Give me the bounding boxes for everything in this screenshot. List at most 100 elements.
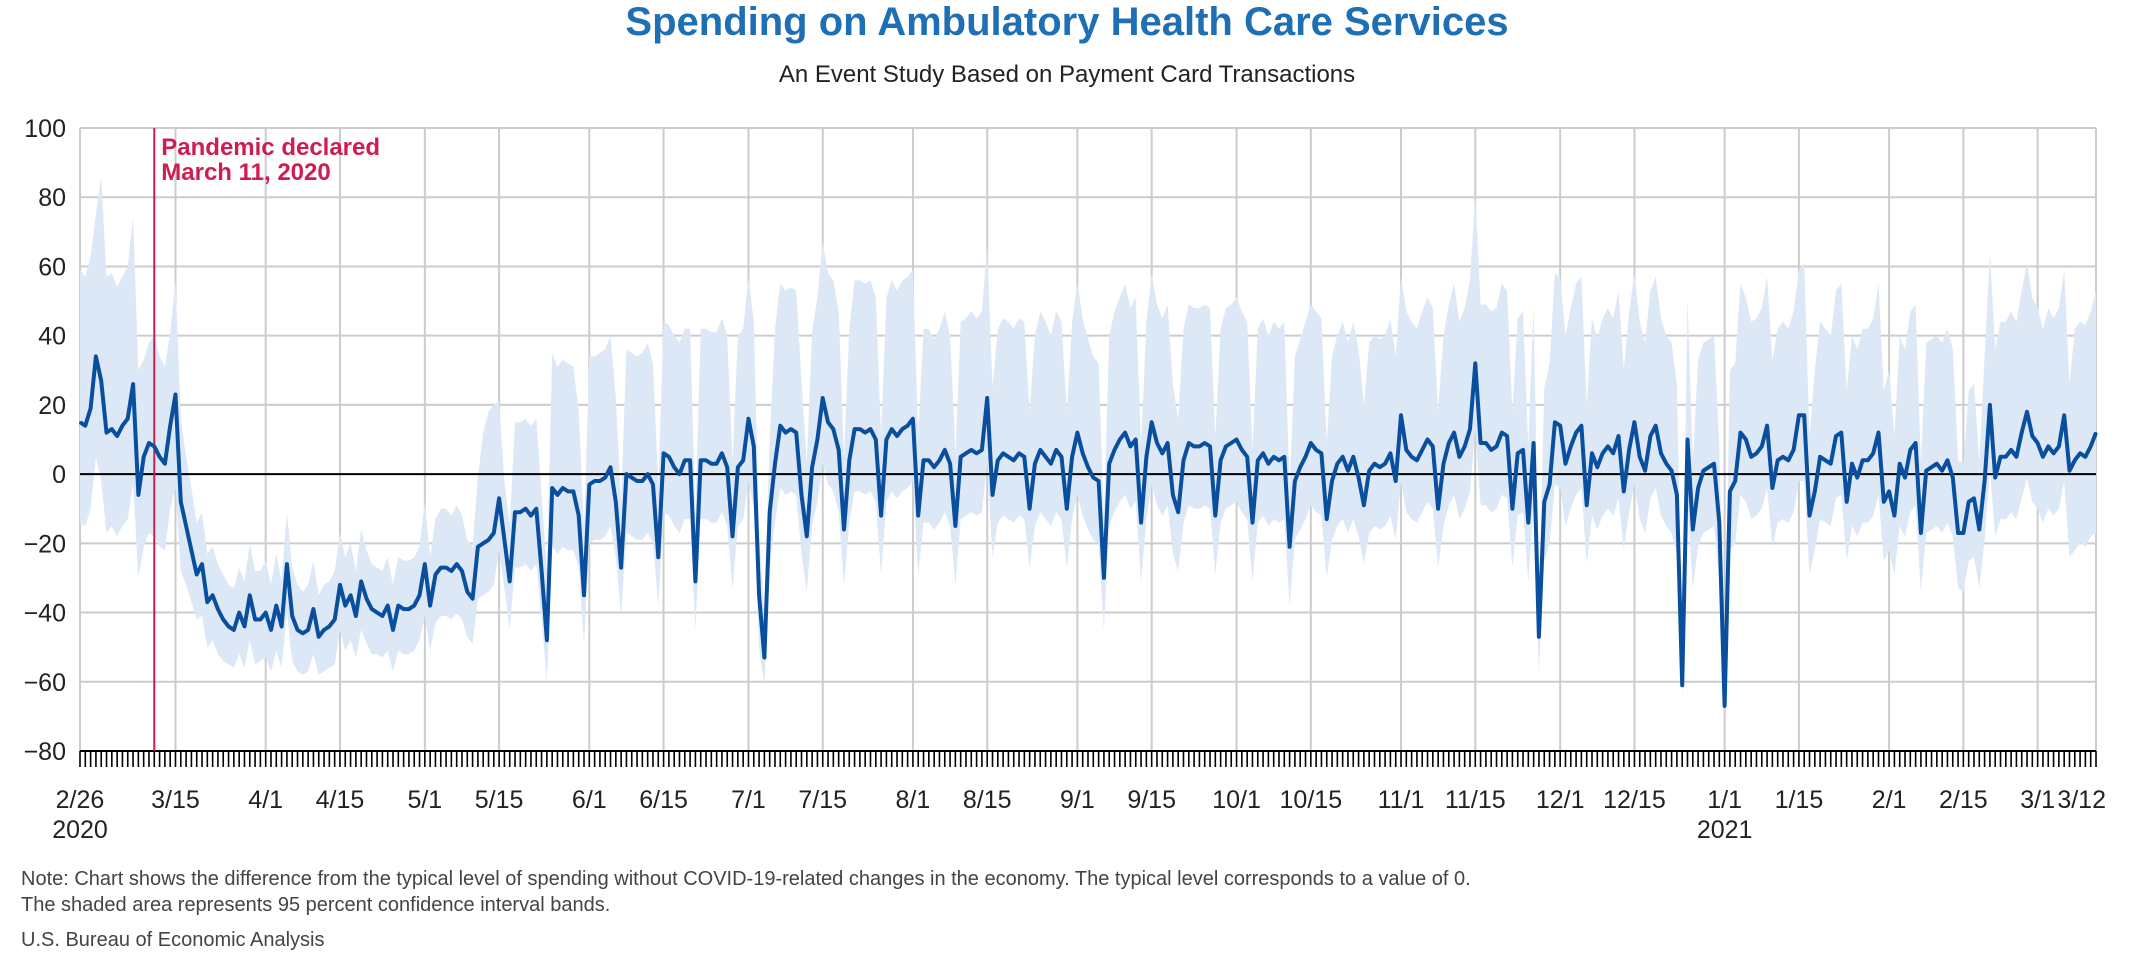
data-point — [1585, 504, 1588, 507]
data-point — [317, 636, 320, 638]
data-point — [2095, 431, 2097, 434]
data-point — [413, 604, 416, 607]
event-label-line-1: Pandemic declared — [161, 134, 380, 161]
y-tick-label: −20 — [24, 530, 66, 558]
data-point — [471, 597, 474, 600]
data-point — [715, 462, 718, 465]
x-tick-label: 12/15 — [1603, 786, 1666, 814]
data-point — [790, 428, 792, 430]
data-point — [440, 566, 442, 569]
data-point — [577, 514, 580, 517]
data-point — [349, 594, 352, 597]
data-point — [1872, 452, 1874, 455]
data-point — [843, 528, 845, 531]
data-point — [2089, 445, 2092, 448]
data-point — [333, 618, 336, 621]
data-point — [1315, 449, 1317, 451]
data-point — [1580, 424, 1583, 427]
data-point — [185, 525, 187, 527]
data-point — [1081, 452, 1084, 455]
data-point — [418, 594, 421, 597]
y-tick-label: 100 — [24, 115, 66, 143]
data-point — [1368, 469, 1370, 472]
data-point — [1962, 532, 1965, 534]
data-point — [1426, 438, 1429, 441]
data-point — [1808, 514, 1811, 517]
data-point — [1861, 459, 1864, 462]
data-point — [673, 466, 675, 469]
data-point — [1044, 456, 1047, 458]
data-point — [1516, 452, 1519, 455]
data-point — [1002, 452, 1004, 455]
data-point — [917, 514, 919, 517]
data-point — [1347, 469, 1349, 472]
data-point — [1649, 435, 1652, 437]
data-point — [1182, 459, 1185, 462]
data-point — [2058, 445, 2060, 448]
data-point — [1532, 442, 1535, 444]
data-point — [2031, 435, 2034, 437]
y-tick-label: 20 — [38, 392, 66, 420]
data-point — [243, 625, 246, 628]
data-point — [1214, 514, 1217, 517]
data-point — [885, 438, 888, 441]
data-point — [1787, 459, 1790, 462]
data-point — [1829, 462, 1832, 465]
data-point — [111, 428, 113, 430]
data-point — [153, 445, 156, 448]
data-point — [1511, 507, 1514, 510]
data-point — [392, 629, 394, 631]
data-point — [1087, 466, 1089, 469]
data-point — [1623, 490, 1625, 493]
data-point — [1925, 469, 1927, 472]
data-point — [1644, 469, 1646, 472]
data-point — [461, 570, 463, 572]
data-point — [1883, 501, 1885, 503]
data-point — [1835, 435, 1837, 437]
data-point — [360, 580, 363, 583]
chart-note-line-1: Note: Chart shows the difference from th… — [21, 868, 1471, 890]
data-point — [1888, 490, 1890, 493]
data-point — [1638, 456, 1641, 458]
data-point — [1554, 421, 1556, 424]
data-point — [869, 428, 872, 430]
data-point — [1628, 449, 1630, 451]
data-point — [280, 625, 283, 628]
data-point — [1092, 476, 1095, 479]
data-point — [211, 594, 214, 597]
data-point — [355, 615, 357, 617]
data-point — [753, 445, 755, 448]
data-point — [142, 456, 145, 458]
data-point — [615, 501, 617, 503]
data-point — [397, 604, 400, 607]
data-point — [1946, 459, 1949, 462]
data-point — [2084, 456, 2087, 458]
data-point — [381, 615, 384, 617]
chart-note-line-2: The shaded area represents 95 percent co… — [21, 894, 611, 916]
data-point — [195, 573, 198, 576]
data-point — [1310, 442, 1312, 444]
data-point — [1840, 431, 1843, 434]
data-point — [928, 459, 930, 462]
data-point — [1437, 507, 1439, 510]
data-point — [1278, 459, 1280, 462]
data-point — [1707, 466, 1710, 469]
data-point — [1766, 424, 1768, 427]
data-point — [434, 573, 437, 576]
data-point — [1538, 636, 1540, 638]
data-point — [1071, 456, 1073, 458]
x-tick-label: 5/1 — [407, 786, 442, 814]
data-point — [174, 393, 177, 396]
data-point — [758, 594, 760, 597]
data-point — [1867, 459, 1869, 462]
data-point — [1294, 480, 1296, 482]
data-point — [1288, 546, 1291, 548]
data-point — [1617, 435, 1620, 437]
data-point — [1145, 456, 1148, 458]
data-point — [1363, 504, 1365, 507]
data-point — [1681, 684, 1683, 686]
data-point — [132, 383, 134, 385]
data-point — [795, 431, 797, 434]
data-point — [2047, 445, 2050, 448]
